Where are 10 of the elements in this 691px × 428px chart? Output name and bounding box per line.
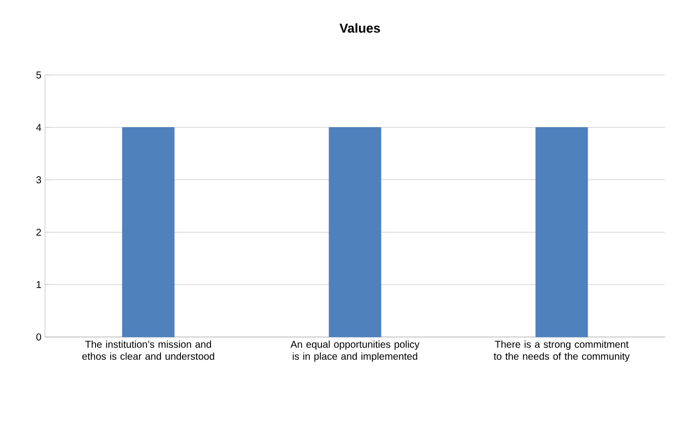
y-tick-label: 4 [36,124,42,131]
y-tick-label: 5 [36,72,42,78]
y-tick-label: 3 [36,176,42,184]
y-tick-label: 2 [36,228,41,236]
x-tick-label: An equal opportunities policy is in place and implemented [290,340,420,362]
y-tick-label: 0 [36,333,42,341]
chart-title: Values [340,23,380,33]
y-tick-label: 1 [36,281,41,288]
x-tick-label: The institution’s mission and ethos is clear and understood [82,340,214,360]
x-tick-label: There is a strong commitment to the needs of the community [494,340,630,362]
